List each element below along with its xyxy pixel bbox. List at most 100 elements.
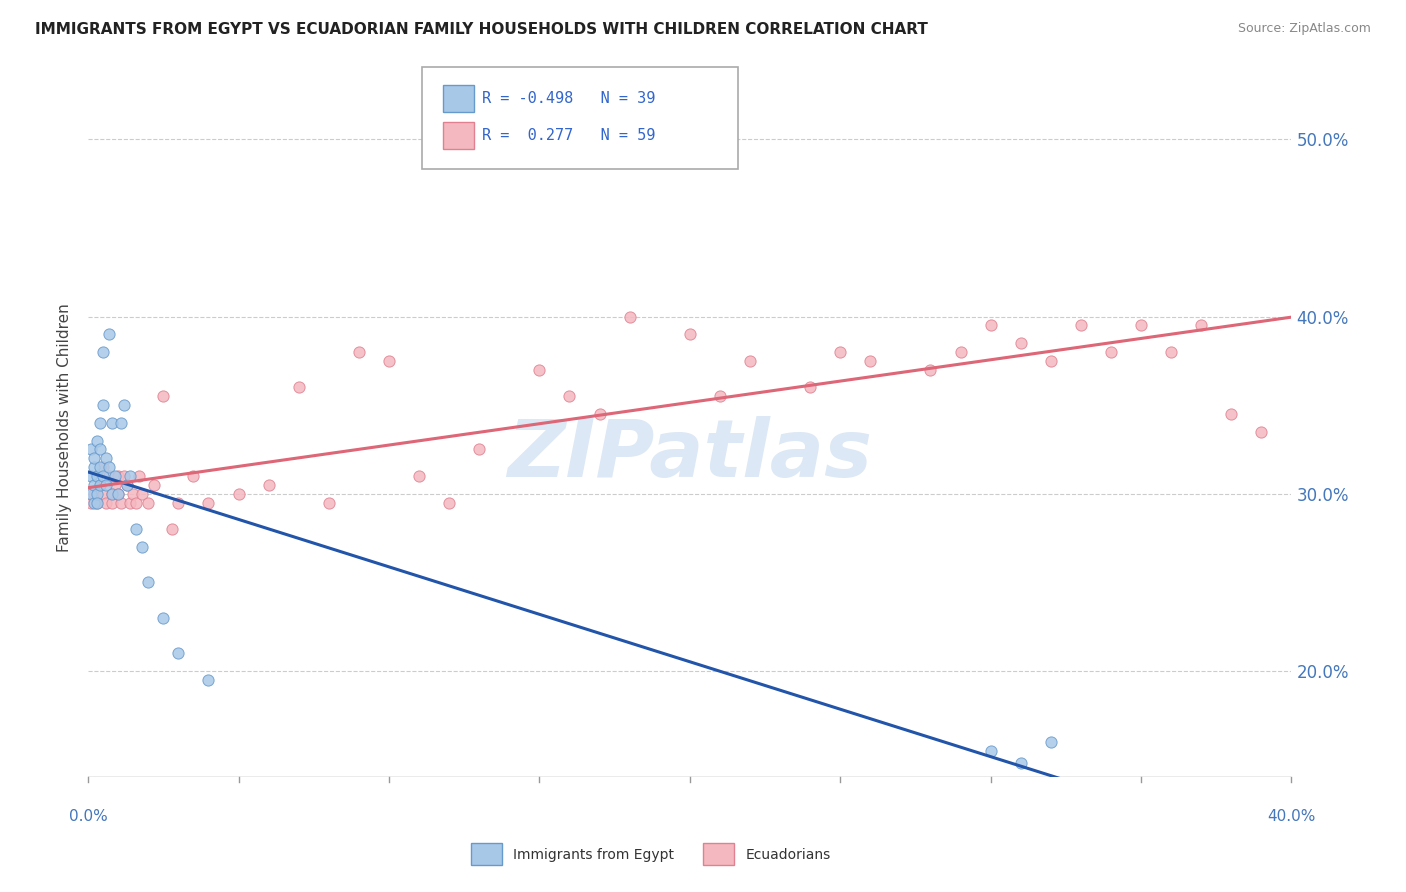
Text: Source: ZipAtlas.com: Source: ZipAtlas.com (1237, 22, 1371, 36)
Point (1010, 756, 1032, 770)
Point (162, 522, 184, 536)
Point (120, 495, 142, 509)
Text: R = -0.498   N = 39: R = -0.498 N = 39 (482, 91, 655, 105)
Point (80, 442, 103, 457)
Point (86, 487, 108, 501)
Point (117, 478, 139, 492)
Point (1010, 336, 1032, 351)
Point (83, 495, 105, 509)
Point (1220, 407, 1243, 421)
Point (110, 495, 132, 509)
Point (287, 380, 309, 394)
Point (1099, 345, 1122, 359)
Point (86, 434, 108, 448)
Point (110, 416, 132, 430)
Text: IMMIGRANTS FROM EGYPT VS ECUADORIAN FAMILY HOUSEHOLDS WITH CHILDREN CORRELATION : IMMIGRANTS FROM EGYPT VS ECUADORIAN FAMI… (35, 22, 928, 37)
Point (437, 495, 460, 509)
Point (1039, 354, 1062, 368)
Point (83, 487, 105, 501)
Point (738, 354, 761, 368)
Point (120, 469, 142, 483)
Point (167, 646, 190, 660)
Point (1189, 318, 1212, 333)
Point (143, 478, 166, 492)
Point (197, 673, 219, 687)
Y-axis label: Family Households with Children: Family Households with Children (58, 303, 72, 551)
Point (117, 478, 139, 492)
Text: 40.0%: 40.0% (1267, 809, 1316, 824)
Point (107, 487, 129, 501)
Point (80, 487, 103, 501)
Point (89, 442, 111, 457)
Point (89, 478, 111, 492)
Point (468, 442, 491, 457)
Point (980, 318, 1002, 333)
Point (107, 487, 129, 501)
Point (128, 469, 150, 483)
Point (98, 469, 121, 483)
Point (1160, 345, 1182, 359)
Point (1039, 735, 1062, 749)
Point (91, 345, 114, 359)
Point (86, 495, 108, 509)
Point (91, 469, 114, 483)
Point (112, 398, 135, 412)
Point (131, 540, 153, 554)
Point (101, 416, 124, 430)
Point (709, 389, 731, 403)
Point (1250, 425, 1272, 439)
Point (91, 398, 114, 412)
Point (101, 487, 124, 501)
Point (799, 380, 821, 394)
Point (107, 469, 129, 483)
Point (96, 495, 118, 509)
Point (558, 389, 581, 403)
Point (80, 495, 103, 509)
Point (96, 478, 118, 492)
Point (257, 478, 280, 492)
Point (136, 495, 159, 509)
Point (101, 495, 124, 509)
Point (679, 327, 702, 342)
Point (112, 469, 135, 483)
Point (101, 487, 124, 501)
Text: R =  0.277   N = 59: R = 0.277 N = 59 (482, 128, 655, 143)
Point (104, 478, 127, 492)
Point (347, 345, 370, 359)
Point (83, 478, 105, 492)
Point (318, 495, 340, 509)
Point (91, 460, 114, 475)
Point (152, 389, 174, 403)
Point (859, 354, 882, 368)
Text: Ecuadorians: Ecuadorians (745, 847, 831, 862)
Point (89, 478, 111, 492)
Point (619, 310, 641, 324)
Point (228, 487, 250, 501)
Point (86, 469, 108, 483)
Point (98, 327, 121, 342)
Text: Immigrants from Egypt: Immigrants from Egypt (513, 847, 675, 862)
Point (89, 460, 111, 475)
Point (125, 495, 148, 509)
Point (136, 575, 159, 590)
Point (83, 460, 105, 475)
Text: 0.0%: 0.0% (69, 809, 107, 824)
Point (83, 451, 105, 466)
Point (980, 743, 1002, 757)
Point (98, 460, 121, 475)
Point (104, 469, 127, 483)
Point (131, 487, 153, 501)
Point (1130, 318, 1153, 333)
Point (529, 363, 551, 377)
Point (86, 495, 108, 509)
Point (1070, 318, 1092, 333)
Point (96, 451, 118, 466)
Point (378, 354, 401, 368)
Point (91, 487, 114, 501)
Point (167, 495, 190, 509)
Point (80, 469, 103, 483)
Point (588, 407, 610, 421)
Point (920, 363, 942, 377)
Point (408, 469, 430, 483)
Text: ZIPatlas: ZIPatlas (508, 417, 872, 494)
